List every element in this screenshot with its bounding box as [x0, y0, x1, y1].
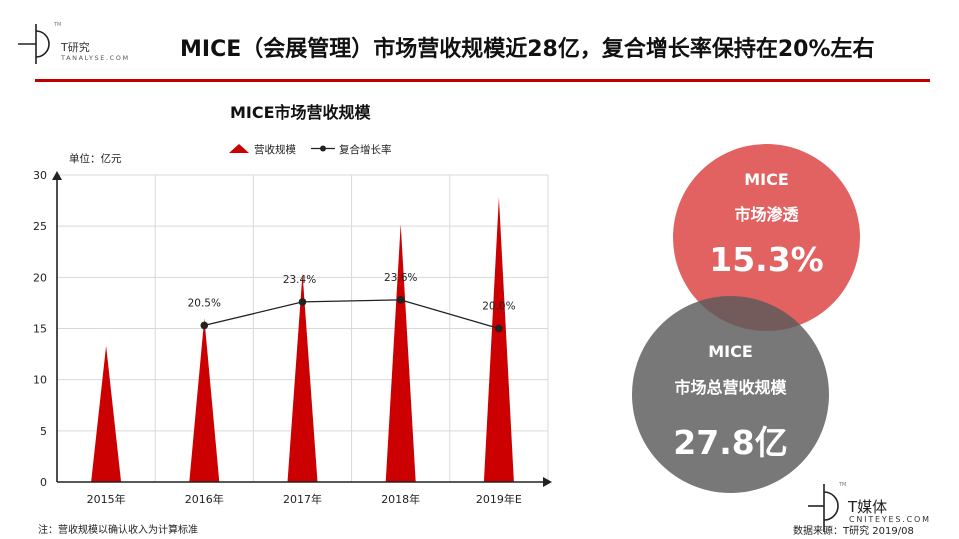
y-tick-label: 25 — [33, 220, 47, 233]
unit-label: 单位：亿元 — [69, 152, 122, 165]
chart-title: MICE市场营收规模 — [230, 103, 371, 122]
x-tick-label: 2016年 — [185, 492, 224, 506]
growth-rate-label: 20.5% — [188, 297, 221, 309]
growth-rate-point — [200, 321, 209, 330]
legend-bar-label: 营收规模 — [254, 143, 296, 156]
y-tick-label: 20 — [33, 271, 47, 284]
growth-rate-label: 23.4% — [283, 274, 316, 286]
t-logo-icon — [808, 484, 839, 532]
growth-rate-point — [495, 324, 503, 333]
y-tick-label: 30 — [33, 169, 47, 182]
y-axis-arrow — [52, 171, 62, 180]
y-tick-label: 5 — [40, 425, 47, 438]
brand-url-bottom: CNITEYES.COM — [849, 515, 931, 524]
scale-value: 27.8亿 — [673, 423, 788, 462]
x-tick-label: 2018年 — [381, 492, 420, 506]
penetration-title: MICE — [744, 170, 789, 189]
trademark-mark: TM — [839, 482, 847, 488]
footnote: 注：营收规模以确认收入为计算标准 — [38, 525, 198, 536]
brand-logo-bottom: TM T媒体 CNITEYES.COM — [806, 482, 956, 534]
x-axis-arrow — [543, 477, 552, 487]
x-tick-label: 2017年 — [283, 492, 322, 506]
growth-rate-label: 20.0% — [482, 301, 515, 313]
bar — [91, 345, 122, 482]
growth-rate-label: 23.6% — [384, 272, 417, 284]
t-logo-icon — [18, 24, 50, 64]
growth-rate-point — [396, 296, 405, 304]
bar — [385, 224, 416, 482]
y-tick-label: 10 — [33, 374, 47, 387]
legend-bar-swatch — [229, 144, 249, 153]
growth-rate-line — [204, 299, 500, 330]
title-divider — [35, 79, 930, 82]
penetration-value: 15.3% — [709, 240, 824, 279]
brand-name-bottom: T媒体 — [848, 498, 888, 516]
x-tick-label: 2015年 — [87, 492, 126, 506]
page-title: MICE（会展管理）市场营收规模近28亿，复合增长率保持在20%左右 — [180, 37, 875, 62]
revenue-scale-bubble: MICE 市场总营收规模 27.8亿 — [632, 296, 829, 493]
bar — [189, 318, 220, 482]
scale-title: MICE — [708, 342, 753, 361]
brand-name: T研究 — [61, 41, 90, 54]
y-tick-label: 0 — [40, 476, 47, 489]
revenue-chart: 0 5 10 15 20 25 30 2015年 2016年 2017年 2018年 2019年E 20… — [33, 143, 552, 506]
brand-logo-top: TM T研究 TANALYSE.COM — [14, 22, 134, 66]
bar — [483, 197, 514, 482]
legend-line-label: 复合增长率 — [339, 143, 392, 156]
penetration-subtitle: 市场渗透 — [734, 205, 799, 224]
bar — [287, 273, 318, 482]
x-tick-label: 2019年E — [476, 492, 522, 506]
trademark-mark: TM — [54, 22, 62, 28]
scale-subtitle: 市场总营收规模 — [674, 378, 787, 397]
growth-rate-point — [298, 298, 307, 306]
data-source: 数据来源：T研究 2019/08 — [793, 526, 914, 537]
y-tick-label: 15 — [33, 323, 47, 336]
legend-line-marker — [320, 145, 326, 152]
brand-url: TANALYSE.COM — [61, 54, 130, 62]
